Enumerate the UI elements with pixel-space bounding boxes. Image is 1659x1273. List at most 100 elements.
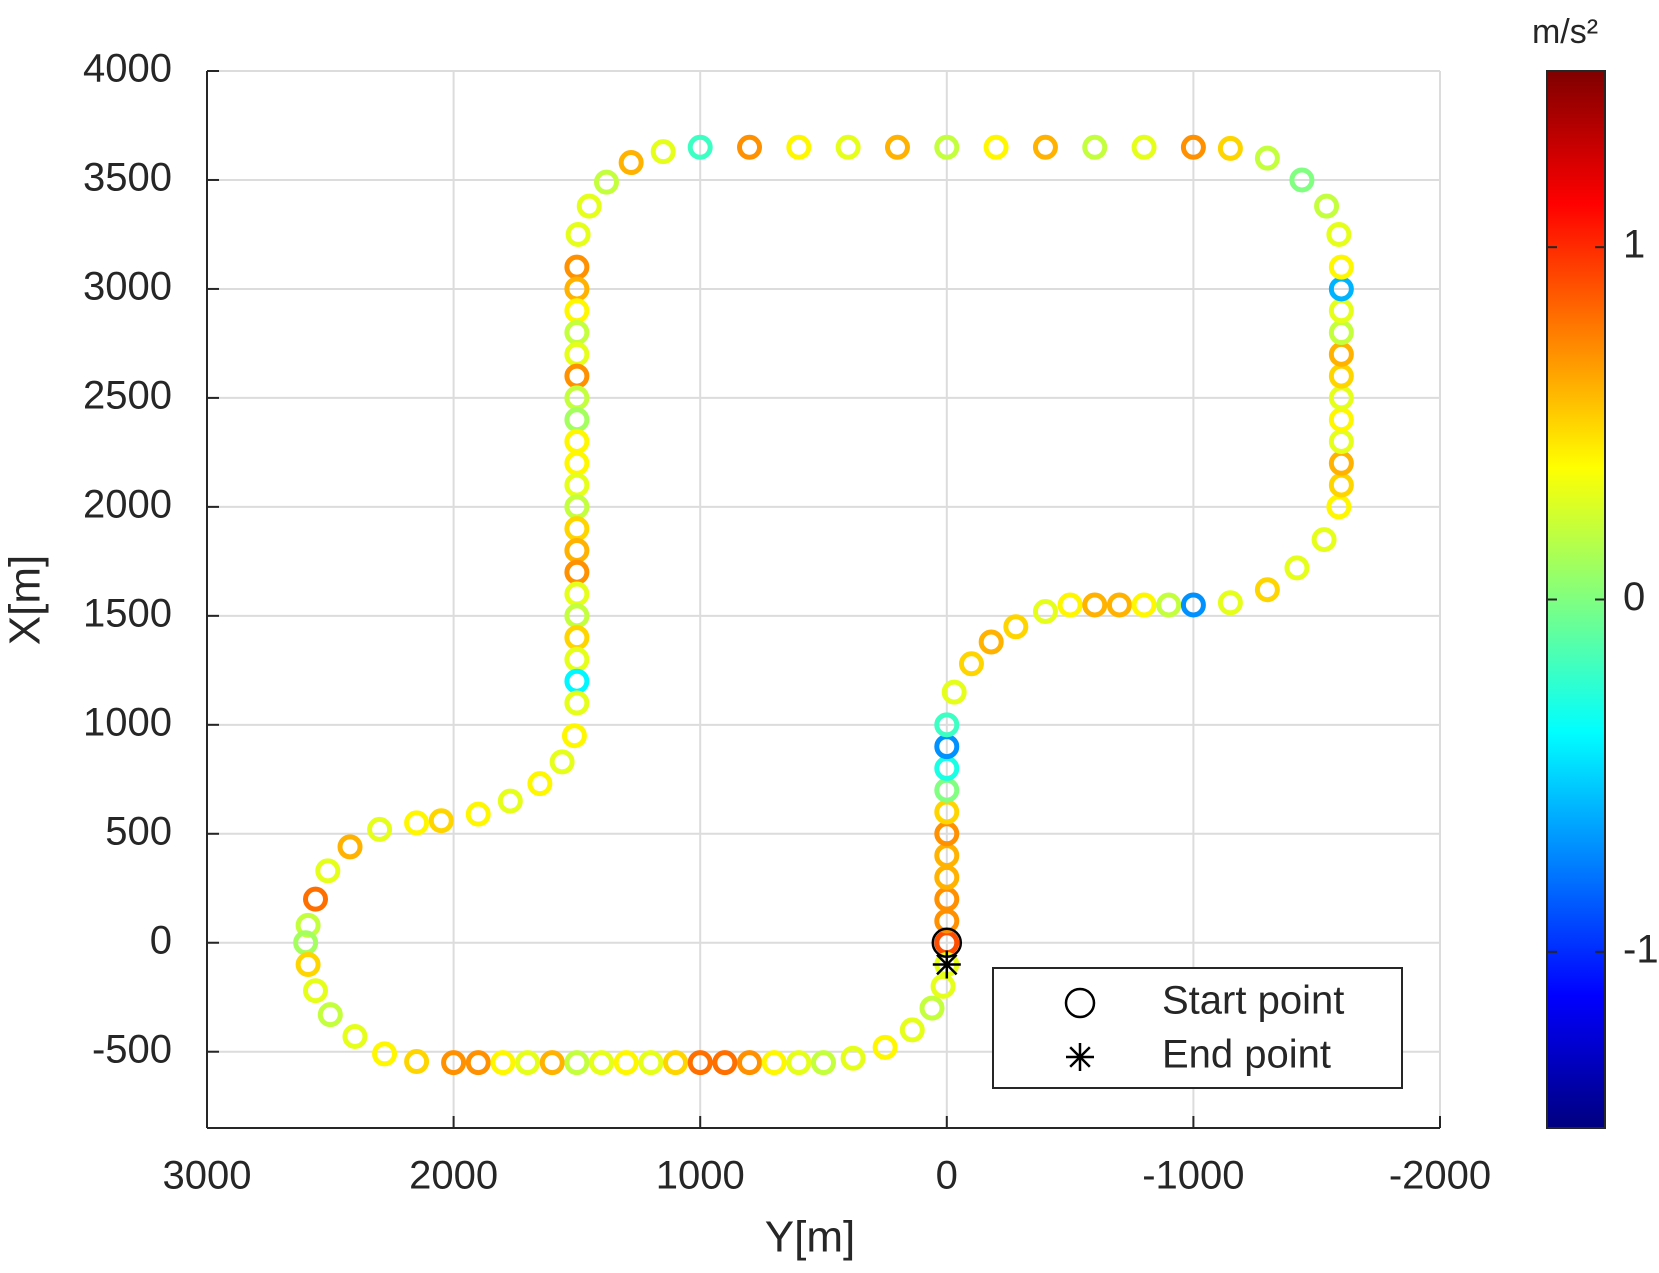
point (1328, 472, 1354, 498)
legend-label: End point (1162, 1033, 1331, 1077)
point (564, 516, 590, 542)
point (589, 1050, 615, 1076)
point (1156, 592, 1182, 618)
data (293, 134, 1354, 1076)
point (899, 1017, 925, 1043)
point (317, 1002, 343, 1028)
point (428, 808, 454, 834)
point (1217, 135, 1243, 161)
point (564, 537, 590, 563)
point (1003, 614, 1029, 640)
point (958, 651, 984, 677)
point (564, 1050, 590, 1076)
y-tick-label: 4000 (83, 47, 172, 91)
x-tick-label: 3000 (163, 1154, 252, 1198)
legend-box (992, 967, 1403, 1089)
grid (206, 70, 1441, 1128)
point (564, 320, 590, 346)
point (1314, 193, 1340, 219)
point (712, 1050, 738, 1076)
point (490, 1050, 516, 1076)
point (564, 450, 590, 476)
y-tick-label: 0 (150, 918, 172, 962)
point (840, 1045, 866, 1071)
point (576, 193, 602, 219)
point (367, 816, 393, 842)
point (337, 834, 363, 860)
axes: 3000 2000 1000 0 -1000 -2000 -500 0 500 1000 1500 2… (83, 47, 1491, 1198)
point (761, 1050, 787, 1076)
point (441, 1050, 467, 1076)
point (786, 1050, 812, 1076)
point (1032, 598, 1058, 624)
point (934, 712, 960, 738)
point (564, 625, 590, 651)
point (295, 952, 321, 978)
point (978, 629, 1004, 655)
x-tick-label: -2000 (1389, 1154, 1491, 1198)
point (1254, 145, 1280, 171)
y-tick-label: 1000 (83, 700, 172, 744)
point (564, 646, 590, 672)
point (650, 139, 676, 165)
point (303, 978, 329, 1004)
point (811, 1050, 836, 1076)
point (404, 810, 430, 836)
point (1311, 527, 1337, 553)
point (465, 1050, 491, 1076)
point (1032, 134, 1058, 160)
point (404, 1049, 430, 1075)
point (1057, 592, 1083, 618)
point (549, 749, 575, 775)
point (564, 428, 590, 454)
y-tick-label: 3000 (83, 265, 172, 309)
point (564, 363, 590, 389)
y-tick-label: 2500 (83, 373, 172, 417)
point (372, 1041, 398, 1067)
point (1328, 428, 1354, 454)
point (315, 858, 341, 884)
point (1328, 341, 1354, 367)
point (497, 788, 523, 814)
point (564, 690, 590, 716)
point (564, 407, 590, 433)
y-axis-label: X[m] (1, 555, 50, 645)
point (564, 668, 590, 694)
legend-label: Start point (1162, 979, 1344, 1023)
point (1328, 254, 1354, 280)
legend-symbol (1066, 1043, 1094, 1071)
point (1131, 134, 1157, 160)
x-tick-label: 2000 (409, 1154, 498, 1198)
point (564, 298, 590, 324)
colorbar-label: m/s² (1532, 13, 1598, 51)
point (1082, 134, 1108, 160)
point (564, 559, 590, 585)
point (1328, 407, 1354, 433)
colorbar-tick-label: -1 (1623, 927, 1659, 971)
point (934, 134, 960, 160)
point (593, 169, 619, 195)
x-tick-label: -1000 (1142, 1154, 1244, 1198)
point (786, 134, 812, 160)
point (618, 150, 644, 176)
point (941, 679, 967, 705)
point (1328, 363, 1354, 389)
point (564, 254, 590, 280)
point (1082, 592, 1108, 618)
point (884, 134, 910, 160)
x-axis-label: Y[m] (765, 1213, 855, 1262)
point (1106, 592, 1132, 618)
point (1328, 450, 1354, 476)
x-tick-label: 0 (936, 1154, 958, 1198)
legend-symbol (1064, 987, 1096, 1019)
point (1217, 590, 1243, 616)
point (539, 1050, 565, 1076)
y-tick-label: 3500 (83, 156, 172, 200)
colorbar-tick-label: 0 (1623, 575, 1645, 619)
point (342, 1023, 368, 1049)
point (737, 134, 763, 160)
point (613, 1050, 639, 1076)
point (1289, 167, 1315, 193)
y-tick-label: 2000 (83, 482, 172, 526)
